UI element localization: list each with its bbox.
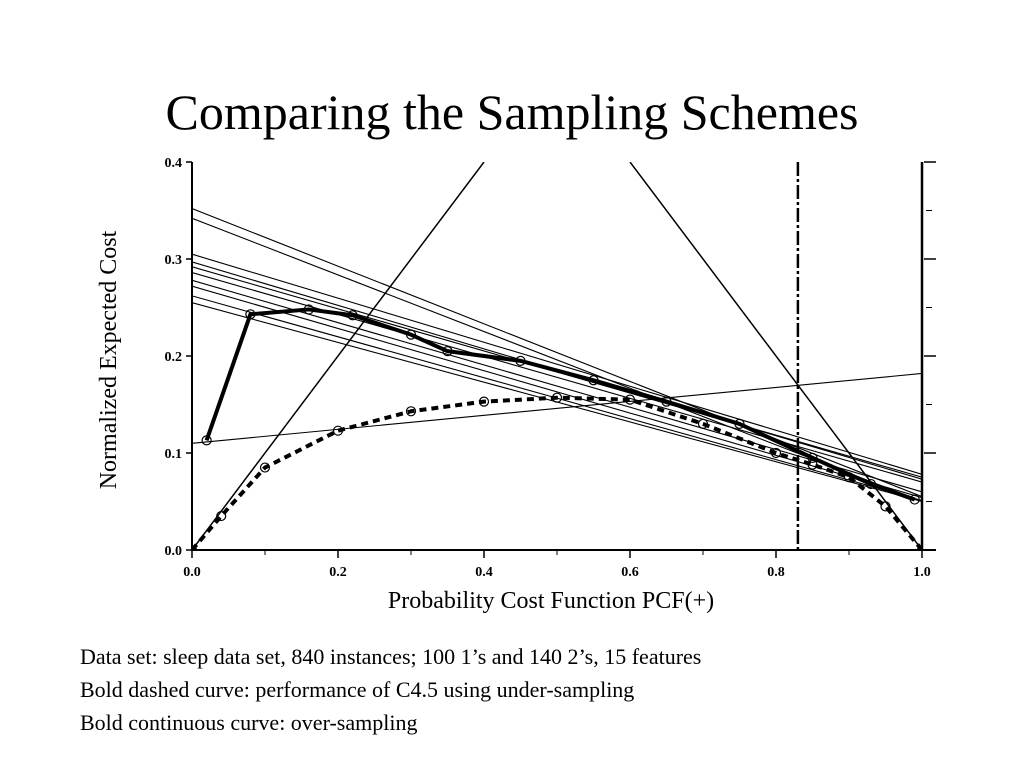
note-dataset: Data set: sleep data set, 840 instances;… <box>80 644 702 669</box>
series-solid-point-5 <box>442 346 453 357</box>
x-tick-label-0: 0.0 <box>183 565 201 580</box>
series-solid-point-6 <box>515 355 526 366</box>
cost-line-7 <box>192 285 922 499</box>
cost-curve-chart: 0.0 0.1 0.2 0.3 0.4 0.0 0.2 0.4 0.6 0.8 1.0 Probab… <box>96 156 936 614</box>
note-continuous-curve: Bold continuous curve: over-sampling <box>80 710 418 735</box>
series-dashed-point-2 <box>259 462 271 473</box>
series-dashed-point-1 <box>216 510 227 522</box>
plot-area: 0.0 0.1 0.2 0.3 0.4 0.0 0.2 0.4 0.6 0.8 1.0 <box>165 156 936 580</box>
series-solid-point-10 <box>807 452 818 463</box>
reference-line-1 <box>629 162 922 550</box>
series-dashed-point-8 <box>697 418 709 429</box>
y-tick-label-1: 0.1 <box>165 447 183 462</box>
series-solid-point-4 <box>405 329 417 340</box>
series-dashed-point-9 <box>770 447 782 459</box>
note-dashed-curve: Bold dashed curve: performance of C4.5 u… <box>80 677 635 702</box>
series-solid-point-11 <box>865 478 877 490</box>
cost-line-10 <box>192 372 922 444</box>
series-dashed-point-10 <box>807 459 818 470</box>
y-axis-title: Normalized Expected Cost <box>96 230 122 489</box>
x-tick-label-2: 0.4 <box>475 565 493 580</box>
series-solid-line <box>204 307 916 502</box>
series-dashed-point-4 <box>405 406 417 417</box>
y-tick-label-4: 0.4 <box>165 156 183 171</box>
x-axis-title: Probability Cost Function PCF(+) <box>388 588 714 614</box>
x-tick-label-1: 0.2 <box>329 565 347 580</box>
x-tick-label-4: 0.8 <box>767 565 785 580</box>
series-dashed-point-5 <box>478 396 490 407</box>
series-solid-point-9 <box>734 418 745 429</box>
y-tick-label-2: 0.2 <box>165 350 183 365</box>
series-dashed-line <box>192 395 922 550</box>
slide-title: Comparing the Sampling Schemes <box>165 84 859 140</box>
slide-notes: Data set: sleep data set, 840 instances;… <box>80 640 701 739</box>
series-dashed-point-7 <box>624 394 636 405</box>
x-tick-label-3: 0.6 <box>621 565 639 580</box>
series-solid-point-8 <box>661 396 672 407</box>
series-dashed-point-3 <box>332 425 344 436</box>
x-tick-label-5: 1.0 <box>913 565 931 580</box>
series-dashed-point-6 <box>551 392 563 403</box>
series-dashed-point-12 <box>880 501 891 512</box>
cost-line-5 <box>192 272 922 483</box>
series-solid-point-2 <box>303 304 314 315</box>
y-tick-label-3: 0.3 <box>165 253 183 268</box>
series-solid-point-12 <box>909 494 920 505</box>
series-solid-point-1 <box>245 309 256 320</box>
y-tick-label-0: 0.0 <box>165 544 183 559</box>
series-solid-point-0 <box>201 435 212 446</box>
reference-line-0 <box>192 162 485 550</box>
series-solid-point-3 <box>347 310 358 321</box>
cost-line-2 <box>192 253 922 475</box>
cost-line-6 <box>192 279 922 493</box>
cost-line-0 <box>192 208 922 498</box>
series-solid-point-7 <box>588 375 599 386</box>
